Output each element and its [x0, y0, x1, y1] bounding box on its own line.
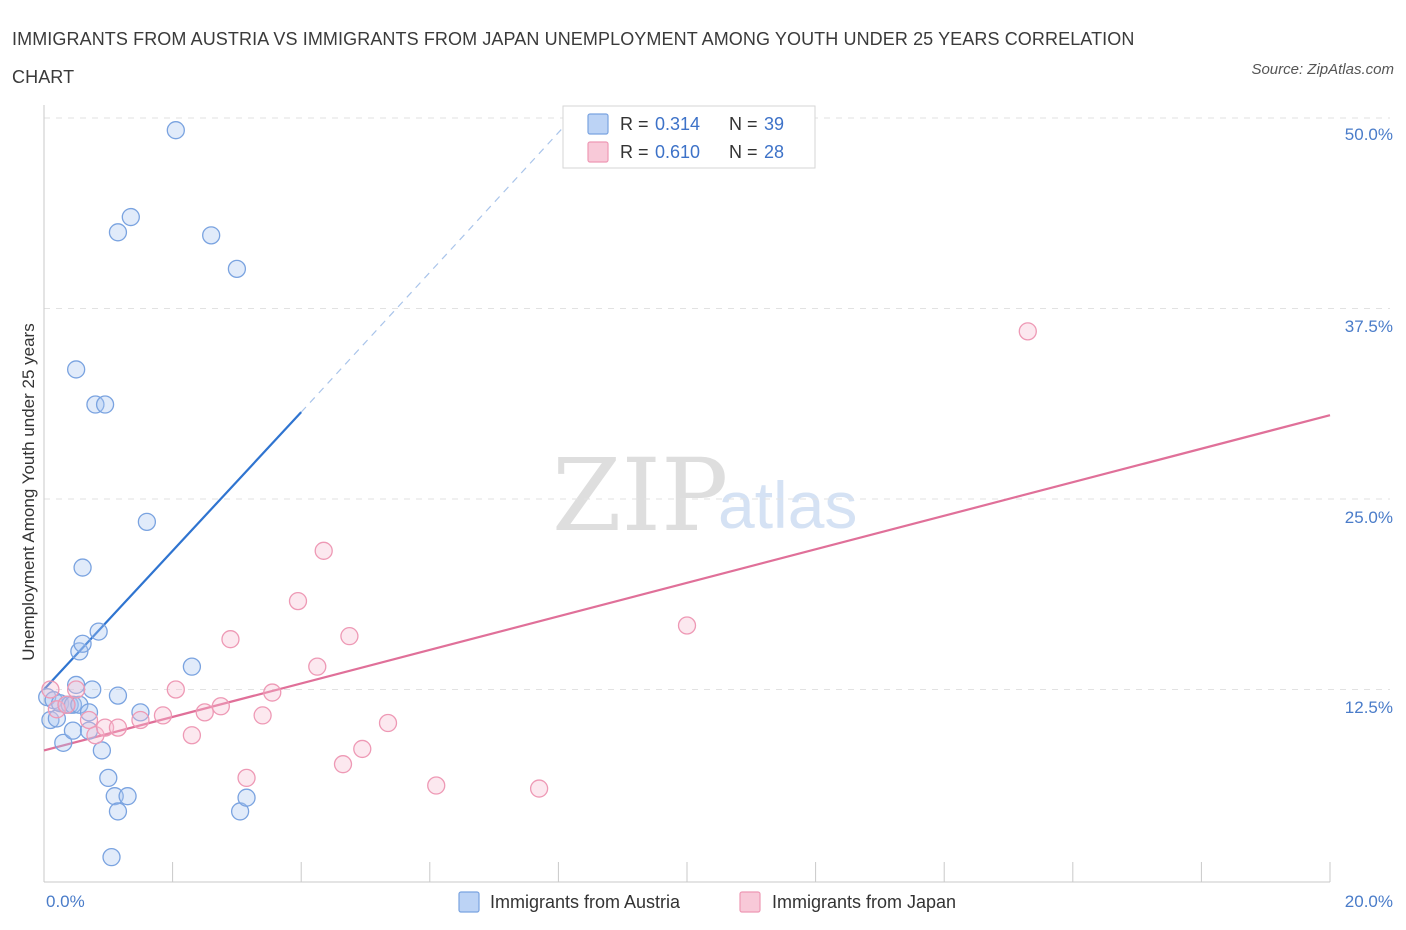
series-legend-label-japan: Immigrants from Japan	[772, 892, 956, 912]
y-tick-label-25: 25.0%	[1345, 508, 1393, 527]
point-japan-22	[341, 628, 358, 645]
point-austria-14	[74, 559, 91, 576]
grid-lines	[44, 118, 1390, 690]
point-austria-34	[183, 658, 200, 675]
point-japan-16	[254, 707, 271, 724]
point-japan-3	[68, 681, 85, 698]
point-japan-4	[81, 711, 98, 728]
data-points	[39, 122, 1037, 866]
legend-swatch-austria	[588, 114, 608, 134]
x-tick-label-max: 20.0%	[1345, 892, 1393, 911]
series-legend: Immigrants from Austria Immigrants from …	[459, 892, 956, 912]
point-austria-22	[97, 396, 114, 413]
point-austria-15	[74, 635, 91, 652]
legend-austria-r-value: 0.314	[655, 114, 700, 134]
series-legend-swatch-japan	[740, 892, 760, 912]
point-austria-20	[90, 623, 107, 640]
point-austria-30	[122, 209, 139, 226]
series-legend-swatch-austria	[459, 892, 479, 912]
point-austria-24	[103, 849, 120, 866]
trendline-austria-extension	[301, 126, 565, 413]
legend-japan-r-value: 0.610	[655, 142, 700, 162]
point-japan-11	[183, 727, 200, 744]
point-japan-24	[380, 715, 397, 732]
scatter-chart: ZIP atlas 12.5% 25.0% 37.5% 50.0% 0.0% 2…	[0, 0, 1406, 930]
point-austria-8	[64, 722, 81, 739]
y-tick-labels: 12.5% 25.0% 37.5% 50.0%	[1345, 125, 1393, 717]
point-austria-18	[84, 681, 101, 698]
point-japan-21	[334, 756, 351, 773]
point-japan-23	[354, 740, 371, 757]
point-japan-13	[212, 698, 229, 715]
point-japan-0	[42, 681, 59, 698]
legend-swatch-japan	[588, 142, 608, 162]
point-japan-2	[58, 696, 75, 713]
point-austria-11	[68, 361, 85, 378]
point-japan-19	[309, 658, 326, 675]
stats-legend: R = 0.314 N = 39 R = 0.610 N = 28	[563, 106, 815, 168]
point-japan-12	[196, 704, 213, 721]
point-japan-8	[132, 711, 149, 728]
point-japan-10	[167, 681, 184, 698]
legend-austria-r-label: R =	[620, 114, 649, 134]
series-legend-label-austria: Immigrants from Austria	[490, 892, 681, 912]
point-austria-32	[138, 513, 155, 530]
point-austria-36	[228, 260, 245, 277]
x-axis-ticks	[44, 862, 1330, 882]
point-austria-23	[100, 769, 117, 786]
legend-austria-n-label: N =	[729, 114, 758, 134]
point-japan-15	[238, 769, 255, 786]
point-austria-26	[109, 687, 126, 704]
point-austria-35	[203, 227, 220, 244]
y-tick-label-37-5: 37.5%	[1345, 317, 1393, 336]
point-japan-9	[154, 707, 171, 724]
point-japan-25	[428, 777, 445, 794]
point-austria-27	[109, 803, 126, 820]
watermark-zip: ZIP	[552, 437, 728, 554]
x-tick-label-min: 0.0%	[46, 892, 85, 911]
point-japan-28	[1019, 323, 1036, 340]
point-austria-28	[109, 224, 126, 241]
legend-japan-n-label: N =	[729, 142, 758, 162]
y-axis-label: Unemployment Among Youth under 25 years	[19, 323, 38, 660]
point-japan-27	[679, 617, 696, 634]
point-austria-33	[167, 122, 184, 139]
point-austria-21	[93, 742, 110, 759]
point-austria-29	[119, 788, 136, 805]
y-tick-label-50: 50.0%	[1345, 125, 1393, 144]
watermark-atlas: atlas	[718, 468, 857, 542]
point-japan-17	[264, 684, 281, 701]
point-japan-7	[109, 719, 126, 736]
y-tick-label-12-5: 12.5%	[1345, 698, 1393, 717]
legend-japan-n-value: 28	[764, 142, 784, 162]
point-japan-20	[315, 542, 332, 559]
point-japan-26	[531, 780, 548, 797]
point-austria-38	[238, 789, 255, 806]
point-japan-14	[222, 631, 239, 648]
legend-austria-n-value: 39	[764, 114, 784, 134]
point-japan-18	[289, 593, 306, 610]
legend-japan-r-label: R =	[620, 142, 649, 162]
